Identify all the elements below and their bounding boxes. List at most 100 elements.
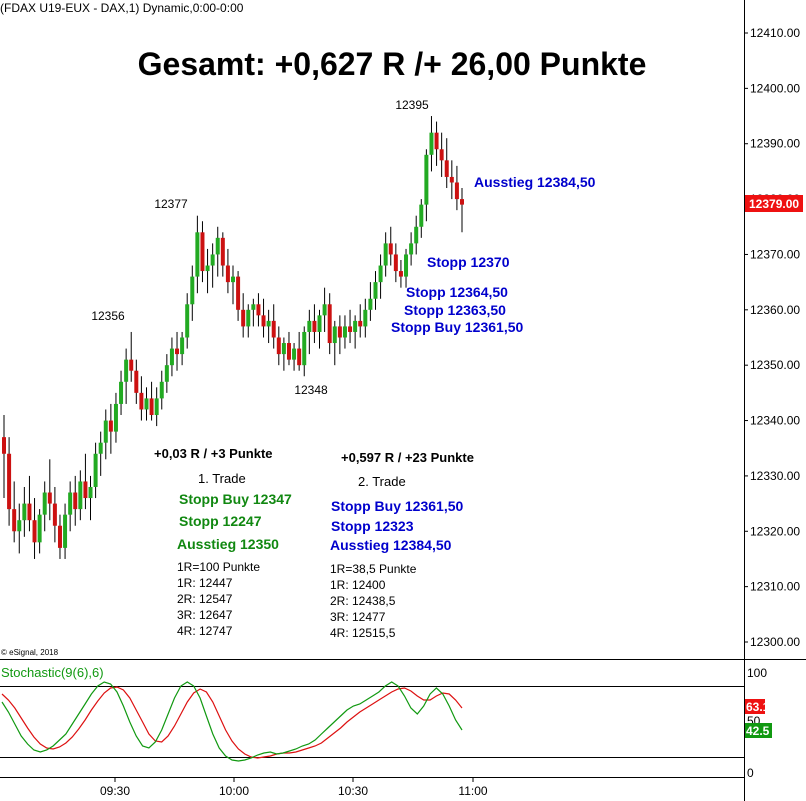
candle [220,232,225,277]
candle [32,498,37,559]
candle [266,309,271,344]
candle [52,486,57,543]
candle-body-up [281,343,286,355]
candle [154,387,159,427]
trade-2-r3: 3R: 12477 [330,610,386,624]
candle-body-down [129,359,134,371]
candle-body-up [17,520,22,532]
candle-body-up [429,132,434,155]
candle [307,309,312,355]
candle-body-up [353,320,358,332]
candle-body-up [378,265,383,283]
price-tick-label: 12310.00 [750,580,800,594]
price-tick-label: 12350.00 [750,358,800,372]
candle [373,271,378,310]
candle-body-down [358,320,363,327]
swing-label-12395: 12395 [395,98,429,112]
candle-body-down [73,492,78,510]
candle-body-down [108,420,113,432]
stoch-axis-0: 0 [747,766,754,780]
price-tick-label: 12360.00 [750,303,800,317]
candle [215,226,220,277]
candle-body-up [231,276,235,283]
trade-2-r2: 2R: 12438,5 [330,594,396,608]
candle [286,331,291,366]
swing-label-12356: 12356 [91,309,125,323]
candle-body-up [373,282,378,299]
candle-body-down [261,315,266,327]
candle [449,160,454,200]
candle [337,315,342,355]
candle [185,293,190,349]
symbol-line: (FDAX U19-EUX - DAX,1) Dynamic,0:00-0:00 [0,1,244,15]
candle-body-down [200,232,205,272]
price-tick-label: 12410.00 [750,26,800,40]
candle-body-down [220,237,225,266]
candle-body-up [363,309,368,327]
candle [180,331,185,366]
candle [292,343,297,371]
candle-body-down [57,525,62,548]
candle [17,503,22,554]
candle [429,116,434,172]
candle [241,293,246,338]
candle [281,337,286,371]
trade-2-r1: 1R: 12400 [330,578,386,592]
candle [271,304,276,349]
candle [322,287,327,332]
candle-body-down [276,337,281,355]
candle-body-down [460,199,464,205]
candle-body-up [144,398,149,410]
candle-body-down [388,243,393,255]
candle [358,304,363,338]
trade-2-result: +0,597 R / +23 Punkte [341,450,474,465]
candle-body-up [246,309,251,327]
candle [103,409,108,460]
candle-body-down [27,503,32,521]
candle-body-up [205,265,210,272]
candle [378,254,383,299]
candle [113,392,118,443]
trade-1-block: +0,03 R / +3 Punkte 1. Trade Stopp Buy 1… [154,446,292,638]
time-tick-label: 09:30 [100,784,130,798]
candle [68,481,73,532]
swing-label-12377: 12377 [154,197,188,211]
candle [348,309,353,344]
candle-body-up [307,320,312,332]
price-axis: 12410.0012400.0012390.0012380.0012370.00… [744,26,800,649]
candle-body-up [169,348,174,366]
last-price-label: 12379.00 [749,197,799,211]
candle-body-up [322,304,327,316]
candle-body-down [149,398,154,416]
candle [63,503,68,559]
candle [276,326,281,366]
candle [37,509,42,554]
time-tick-label: 11:00 [458,784,487,798]
candle-body-down [398,271,403,277]
stochastic-label: Stochastic(9(6),6) [1,665,104,680]
candle-body-up [342,326,347,338]
candle [419,199,424,238]
price-tick-label: 12320.00 [750,524,800,538]
candle [317,309,322,349]
candle [210,243,215,288]
candle-body-down [271,320,276,338]
candle [424,149,429,222]
candle [149,381,154,421]
candle-body-up [332,326,337,344]
trade-1-entry: Stopp Buy 12347 [179,491,292,507]
candle [261,298,266,338]
candle-body-up [159,381,164,399]
candle-body-up [292,348,297,360]
candle-body-down [393,254,398,272]
trade-1-r-def: 1R=100 Punkte [177,560,260,574]
candle [393,243,398,283]
trade-2-block: +0,597 R / +23 Punkte 2. Trade Stopp Buy… [330,450,474,640]
price-tick-label: 12370.00 [750,247,800,261]
price-tick-label: 12400.00 [750,81,800,95]
candle-body-down [175,348,180,355]
candle [251,298,256,327]
candle [108,403,113,454]
candle [353,315,358,349]
candle [205,248,210,294]
